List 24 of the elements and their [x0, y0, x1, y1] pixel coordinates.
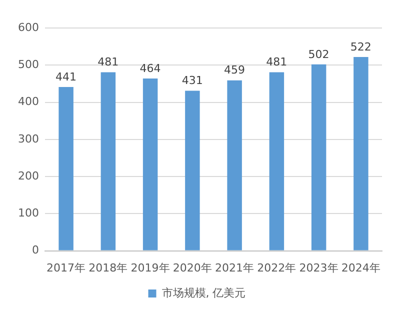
data-label: 459: [224, 64, 246, 77]
data-label: 481: [266, 56, 288, 69]
x-tick-label: 2022年: [257, 261, 296, 274]
x-tick-label: 2019年: [130, 261, 170, 274]
y-tick-label: 400: [18, 95, 39, 108]
x-tick-label: 2018年: [88, 261, 128, 274]
y-tick-label: 300: [18, 132, 39, 146]
y-tick-label: 600: [18, 20, 39, 34]
x-tick-label: 2024年: [341, 261, 380, 274]
y-tick-label: 0: [32, 244, 39, 257]
x-tick-label: 2023年: [299, 261, 338, 274]
data-label: 502: [308, 48, 330, 61]
data-label: 441: [56, 70, 77, 84]
y-tick-label: 200: [18, 169, 39, 182]
x-tick-label: 2021年: [215, 261, 254, 274]
y-tick-label: 500: [18, 58, 39, 71]
data-label: 431: [182, 74, 203, 88]
data-label: 522: [350, 40, 372, 54]
legend-label: 市场规模, 亿美元: [162, 286, 246, 300]
x-tick-label: 2020年: [172, 261, 212, 274]
data-label: 481: [98, 56, 119, 69]
x-tick-label: 2017年: [46, 261, 86, 274]
data-label: 464: [140, 62, 161, 75]
y-tick-label: 100: [18, 206, 39, 220]
